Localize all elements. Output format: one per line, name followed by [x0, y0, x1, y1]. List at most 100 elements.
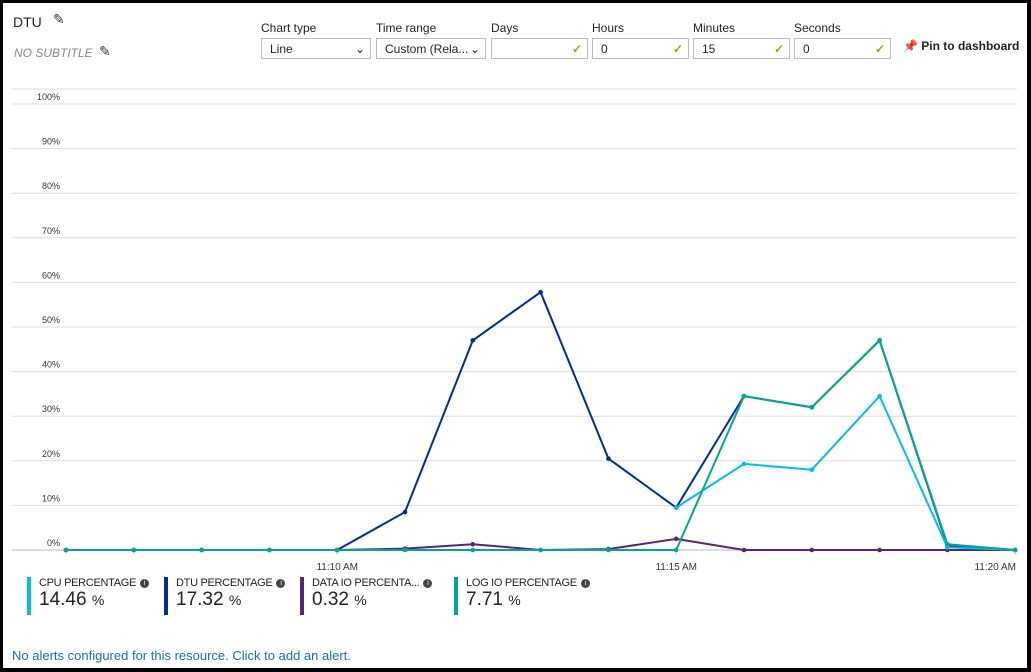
data-point	[334, 547, 340, 553]
legend-item[interactable]: DATA IO PERCENTA... i 0.32 %	[300, 577, 433, 615]
legend-item[interactable]: LOG IO PERCENTAGE i 7.71 %	[454, 577, 590, 615]
legend-unit: %	[354, 592, 367, 608]
hours-label: Hours	[592, 21, 625, 35]
seconds-control: Seconds 0 ✓	[794, 21, 891, 59]
days-control: Days ✓	[491, 21, 588, 59]
edit-subtitle-pencil-icon[interactable]: ✎	[99, 43, 111, 59]
chart-title: DTU	[13, 14, 42, 30]
data-point	[741, 461, 747, 467]
data-point	[470, 338, 476, 343]
x-tick-label: 11:15 AM	[655, 562, 697, 573]
checkmark-icon: ✓	[773, 42, 784, 56]
data-point	[470, 547, 476, 553]
pin-to-dashboard-button[interactable]: 📌 Pin to dashboard	[903, 39, 1019, 53]
data-point	[538, 547, 543, 553]
data-point	[877, 547, 882, 553]
data-point	[741, 393, 747, 399]
legend-item[interactable]: CPU PERCENTAGE i 14.46 %	[27, 577, 150, 615]
series-line-dtu-percentage	[66, 290, 1016, 551]
legend-value: 17.32	[176, 589, 224, 610]
data-point	[809, 404, 815, 410]
minutes-control: Minutes 15 ✓	[693, 21, 790, 59]
edit-title-pencil-icon[interactable]: ✎	[53, 11, 65, 27]
chart-type-label: Chart type	[261, 21, 317, 35]
checkmark-icon: ✓	[571, 42, 582, 56]
chart-subtitle: NO SUBTITLE	[14, 46, 93, 60]
data-point	[199, 547, 204, 553]
data-point	[267, 547, 272, 553]
y-tick-label: 60%	[42, 270, 60, 280]
days-label: Days	[491, 21, 519, 35]
data-point	[402, 509, 408, 515]
chart-type-value: Line	[270, 42, 293, 56]
data-point	[673, 547, 679, 553]
series-line-cpu-percentage	[675, 394, 1016, 551]
x-tick-label: 11:10 AM	[316, 562, 358, 573]
time-range-label: Time range	[376, 21, 437, 35]
legend-unit: %	[508, 592, 521, 608]
y-tick-label: 100%	[37, 92, 60, 102]
y-tick-label: 30%	[42, 404, 60, 414]
legend-value: 0.32	[312, 589, 349, 610]
info-icon[interactable]: i	[140, 579, 150, 588]
hours-input[interactable]: 0 ✓	[592, 38, 689, 59]
data-point	[606, 547, 611, 553]
data-point	[877, 393, 882, 399]
data-point	[673, 505, 679, 510]
line-chart: 0% 10% 20% 30% 40% 50% 60% 70% 80% 90% 100% 11:10 A…	[12, 88, 1018, 573]
data-point	[538, 289, 543, 295]
legend-value: 14.46	[39, 589, 87, 610]
legend-name: DTU PERCENTAGE	[176, 577, 273, 589]
time-range-select[interactable]: Custom (Rela... ⌄	[376, 38, 486, 59]
dtu-chart-blade: DTU ✎ NO SUBTITLE ✎ Chart type Line ⌄ Tim…	[3, 3, 1027, 668]
x-tick-label: 11:20 AM	[974, 562, 1016, 573]
checkmark-icon: ✓	[874, 42, 885, 56]
info-icon[interactable]: i	[276, 579, 286, 588]
legend-unit: %	[91, 592, 105, 608]
y-tick-label: 10%	[42, 493, 60, 503]
pin-icon: 📌	[903, 39, 918, 53]
minutes-input[interactable]: 15 ✓	[693, 38, 790, 59]
chart-type-select[interactable]: Line ⌄	[261, 38, 371, 59]
y-tick-label: 50%	[42, 315, 60, 325]
legend-name: DATA IO PERCENTA...	[312, 577, 420, 589]
time-range-control: Time range Custom (Rela... ⌄	[376, 21, 486, 59]
minutes-label: Minutes	[693, 21, 736, 35]
chevron-down-icon: ⌄	[469, 42, 480, 56]
data-point	[809, 467, 815, 473]
seconds-value: 0	[803, 42, 810, 56]
data-point	[470, 541, 476, 547]
data-point	[63, 547, 69, 553]
seconds-input[interactable]: 0 ✓	[794, 38, 891, 59]
data-point	[606, 456, 611, 461]
data-point	[673, 536, 679, 542]
legend-name: CPU PERCENTAGE	[39, 577, 137, 589]
add-alert-link[interactable]: No alerts configured for this resource. …	[12, 648, 351, 663]
chevron-down-icon: ⌄	[354, 42, 365, 56]
chart-type-control: Chart type Line ⌄	[261, 21, 371, 59]
minutes-value: 15	[702, 42, 716, 56]
y-tick-label: 40%	[42, 360, 60, 370]
legend-unit: %	[228, 592, 242, 608]
hours-value: 0	[601, 42, 608, 56]
pin-label: Pin to dashboard	[921, 39, 1020, 53]
hours-control: Hours 0 ✓	[592, 21, 689, 59]
data-point	[402, 547, 408, 553]
data-point	[741, 547, 747, 553]
legend-item[interactable]: DTU PERCENTAGE i 17.32 %	[164, 577, 286, 615]
legend-name: LOG IO PERCENTAGE	[466, 577, 577, 589]
y-tick-label: 80%	[42, 181, 60, 191]
info-icon[interactable]: i	[423, 579, 433, 588]
data-point	[945, 541, 950, 547]
days-input[interactable]: ✓	[491, 38, 588, 59]
data-point	[1012, 547, 1018, 553]
data-point	[131, 547, 137, 553]
checkmark-icon: ✓	[672, 42, 683, 56]
data-point	[877, 338, 882, 343]
legend-value: 7.71	[466, 589, 503, 610]
time-range-value: Custom (Rela...	[385, 42, 469, 56]
y-tick-label: 0%	[47, 538, 60, 548]
y-tick-label: 20%	[42, 449, 60, 459]
y-tick-label: 90%	[42, 137, 60, 147]
info-icon[interactable]: i	[580, 579, 590, 588]
